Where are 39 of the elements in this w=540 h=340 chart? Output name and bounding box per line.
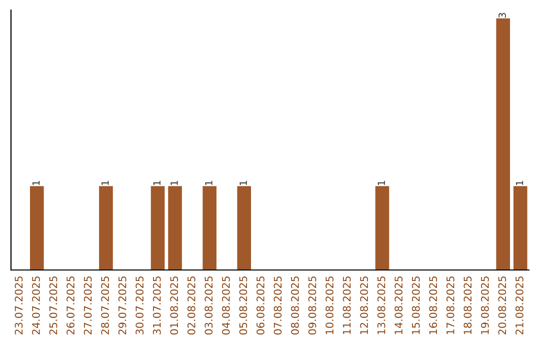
data-label: 1 — [205, 180, 212, 186]
x-tick-label: 13.08.2025 — [377, 276, 386, 334]
x-tick-label: 25.07.2025 — [49, 276, 58, 334]
x-tick-label: 09.08.2025 — [308, 276, 316, 335]
x-tick-label: 21.08.2025 — [516, 276, 524, 334]
data-label: 1 — [378, 180, 385, 186]
data-label: 1 — [516, 180, 524, 186]
x-tick-label: 29.07.2025 — [118, 276, 126, 334]
x-tick-label: 26.07.2025 — [66, 276, 74, 334]
data-label: 1 — [102, 180, 109, 186]
x-tick-label: 24.07.2025 — [32, 276, 40, 334]
x-tick-label: 10.08.2025 — [326, 276, 334, 334]
x-tick-label: 12.08.2025 — [360, 276, 368, 334]
x-tick-label: 18.08.2025 — [464, 276, 472, 334]
x-tick-label: 23.07.2025 — [14, 276, 23, 334]
x-tick-label: 02.08.2025 — [187, 276, 196, 335]
data-label: 1 — [153, 180, 160, 186]
x-tick-label: 07.08.2025 — [274, 276, 282, 335]
x-tick-label: 31.07.2025 — [152, 276, 161, 334]
x-tick-label: 30.07.2025 — [136, 276, 144, 334]
x-tick-label: 15.08.2025 — [412, 276, 420, 334]
x-tick-label: 06.08.2025 — [256, 276, 264, 335]
x-tick-label: 19.08.2025 — [480, 276, 489, 334]
x-tick-label: 28.07.2025 — [101, 276, 109, 334]
data-label: 3 — [498, 12, 506, 18]
x-tick-label: 27.07.2025 — [84, 276, 92, 334]
x-tick-label: 05.08.2025 — [239, 276, 248, 335]
data-label: 1 — [32, 180, 40, 186]
x-tick-label: 08.08.2025 — [291, 276, 299, 335]
x-tick-label: 11.08.2025 — [342, 276, 351, 334]
x-tick-label: 01.08.2025 — [170, 276, 178, 335]
data-label: 1 — [170, 180, 178, 186]
x-tick-label: 20.08.2025 — [498, 276, 506, 334]
x-tick-label: 03.08.2025 — [204, 276, 213, 335]
x-tick-label: 04.08.2025 — [222, 276, 230, 335]
x-tick-label: 17.08.2025 — [446, 276, 454, 334]
x-tick-label: 16.08.2025 — [429, 276, 438, 334]
data-label: 1 — [240, 180, 247, 186]
x-tick-label: 14.08.2025 — [394, 276, 403, 334]
